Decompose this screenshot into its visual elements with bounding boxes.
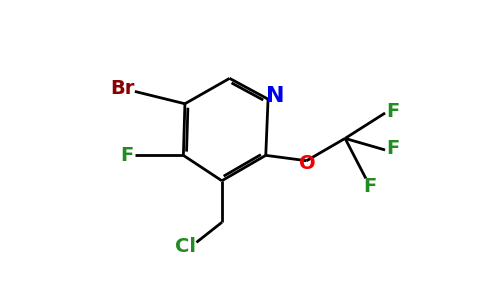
Text: F: F <box>121 146 134 165</box>
Text: F: F <box>386 102 399 121</box>
Text: F: F <box>363 177 377 196</box>
Text: O: O <box>299 154 316 172</box>
Text: N: N <box>266 86 284 106</box>
Text: Br: Br <box>110 79 135 98</box>
Text: Cl: Cl <box>175 238 196 256</box>
Text: F: F <box>386 139 399 158</box>
